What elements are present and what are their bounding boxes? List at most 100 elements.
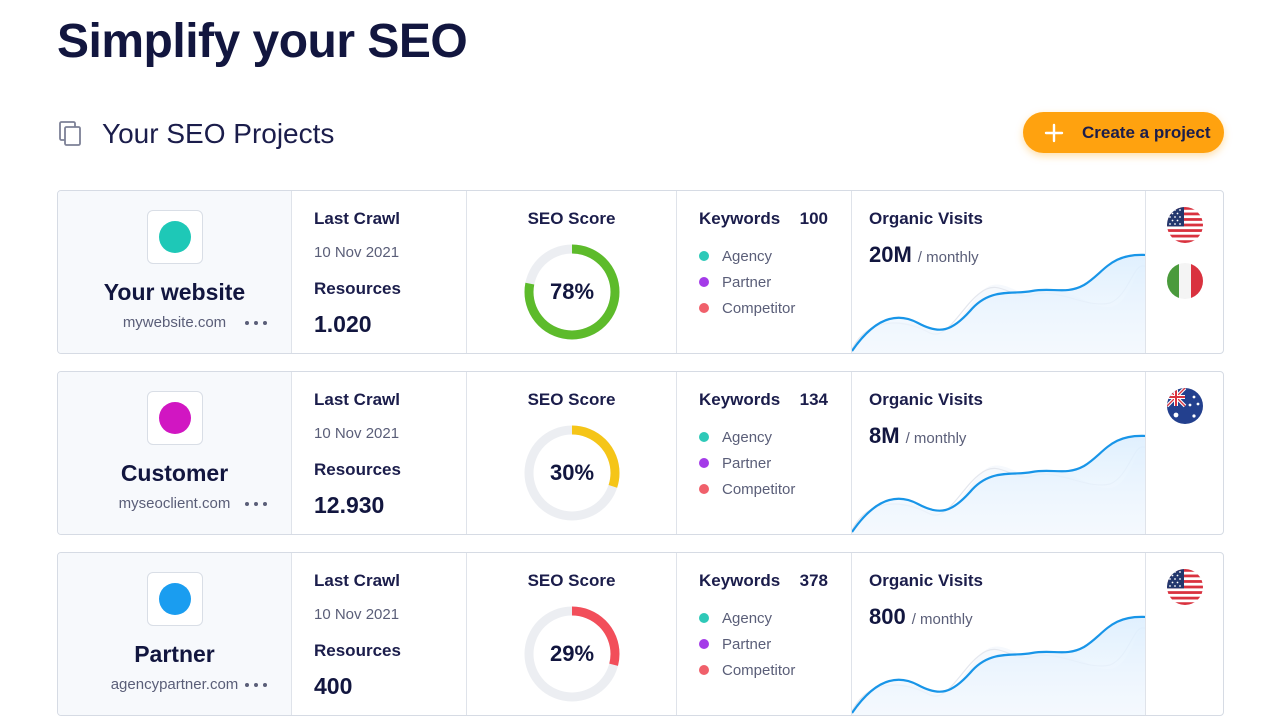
organic-visits-label: Organic Visits <box>869 209 984 228</box>
seo-score-label: SEO Score <box>527 209 616 228</box>
organic-visits-value: 20M <box>869 242 912 267</box>
organic-visits-label: Organic Visits <box>869 390 984 409</box>
country-flags-cell <box>1146 553 1223 715</box>
resources-value: 400 <box>314 673 353 699</box>
project-logo <box>146 210 203 264</box>
keyword-legend-dot <box>699 277 709 287</box>
keyword-legend-label: Competitor <box>722 661 796 679</box>
more-options-icon[interactable] <box>245 497 267 511</box>
keyword-legend-dot <box>699 432 709 442</box>
project-logo-dot <box>158 402 191 434</box>
section-title: Your SEO Projects <box>102 118 335 149</box>
keywords-cell: Keywords 134 Agency Partner Competitor <box>677 372 852 534</box>
seo-score-value: 29% <box>549 641 595 666</box>
keyword-legend-item: Competitor <box>699 476 795 502</box>
organic-visits-unit: / monthly <box>917 249 979 266</box>
keyword-legend-label: Partner <box>722 454 772 472</box>
keyword-legend-item: Partner <box>699 631 795 657</box>
keyword-legend-item: Competitor <box>699 295 795 321</box>
more-options-icon[interactable] <box>245 678 267 692</box>
seo-score-value: 30% <box>549 460 595 485</box>
create-project-label: Create a project <box>1082 122 1211 142</box>
project-logo <box>146 391 203 445</box>
keyword-legend: Agency Partner Competitor <box>699 243 795 321</box>
project-logo-dot <box>158 583 191 615</box>
keywords-count: 134 <box>799 390 828 409</box>
last-crawl-label: Last Crawl <box>314 571 400 590</box>
italy-flag-icon[interactable] <box>1167 263 1203 299</box>
organic-visits-sparkline <box>852 434 1145 534</box>
crawl-cell: Last Crawl 10 Nov 2021 Resources 400 <box>292 553 467 715</box>
keyword-legend-label: Partner <box>722 635 772 653</box>
keyword-legend-dot <box>699 639 709 649</box>
keyword-legend-item: Partner <box>699 269 795 295</box>
last-crawl-date: 10 Nov 2021 <box>314 244 400 261</box>
us-flag-icon[interactable] <box>1167 569 1203 605</box>
seo-score-cell: SEO Score 78% <box>467 191 677 353</box>
keyword-legend-label: Agency <box>722 609 773 627</box>
keyword-legend-label: Competitor <box>722 480 796 498</box>
more-options-icon[interactable] <box>245 316 267 330</box>
keyword-legend-label: Agency <box>722 428 773 446</box>
organic-visits-cell: Organic Visits 8M / monthly <box>852 372 1146 534</box>
project-site-cell[interactable]: Your website mywebsite.com <box>58 191 292 353</box>
keyword-legend: Agency Partner Competitor <box>699 424 795 502</box>
project-card[interactable]: Your website mywebsite.com Last Crawl 10… <box>57 190 1224 354</box>
keywords-count: 378 <box>799 571 828 590</box>
organic-visits-sparkline <box>852 615 1145 715</box>
keyword-legend-dot <box>699 251 709 261</box>
create-project-button[interactable]: Create a project <box>1023 112 1224 153</box>
project-logo-dot <box>158 221 191 253</box>
project-site-cell[interactable]: Customer myseoclient.com <box>58 372 292 534</box>
organic-visits-value: 8M <box>869 423 900 448</box>
keyword-legend-item: Agency <box>699 424 795 450</box>
seo-score-label: SEO Score <box>527 390 616 409</box>
project-card[interactable]: Partner agencypartner.com Last Crawl 10 … <box>57 552 1224 716</box>
organic-visits-label: Organic Visits <box>869 571 984 590</box>
section-header: Your SEO Projects <box>58 116 334 152</box>
crawl-cell: Last Crawl 10 Nov 2021 Resources 12.930 <box>292 372 467 534</box>
organic-visits-unit: / monthly <box>911 611 973 628</box>
page-title: Simplify your SEO <box>57 15 468 68</box>
organic-visits-unit: / monthly <box>905 430 967 447</box>
project-card[interactable]: Customer myseoclient.com Last Crawl 10 N… <box>57 371 1224 535</box>
resources-label: Resources <box>314 460 401 479</box>
resources-value: 1.020 <box>314 311 372 337</box>
project-site-cell[interactable]: Partner agencypartner.com <box>58 553 292 715</box>
crawl-cell: Last Crawl 10 Nov 2021 Resources 1.020 <box>292 191 467 353</box>
project-url: myseoclient.com <box>118 495 231 512</box>
project-logo <box>146 572 203 626</box>
seo-score-cell: SEO Score 29% <box>467 553 677 715</box>
keyword-legend: Agency Partner Competitor <box>699 605 795 683</box>
last-crawl-date: 10 Nov 2021 <box>314 425 400 442</box>
resources-label: Resources <box>314 279 401 298</box>
copy-icon <box>58 120 84 148</box>
resources-value: 12.930 <box>314 492 385 518</box>
keyword-legend-item: Agency <box>699 605 795 631</box>
organic-visits-cell: Organic Visits 20M / monthly <box>852 191 1146 353</box>
seo-score-label: SEO Score <box>527 571 616 590</box>
keyword-legend-label: Agency <box>722 247 773 265</box>
us-flag-icon[interactable] <box>1167 207 1203 243</box>
project-name: Partner <box>134 641 215 667</box>
last-crawl-date: 10 Nov 2021 <box>314 606 400 623</box>
keywords-cell: Keywords 100 Agency Partner Competitor <box>677 191 852 353</box>
seo-score-donut <box>524 606 620 702</box>
keywords-label: Keywords <box>699 571 781 590</box>
seo-score-donut <box>524 425 620 521</box>
project-name: Customer <box>120 460 229 486</box>
seo-score-cell: SEO Score 30% <box>467 372 677 534</box>
keyword-legend-item: Partner <box>699 450 795 476</box>
keyword-legend-dot <box>699 303 709 313</box>
organic-visits-value: 800 <box>869 604 906 629</box>
seo-score-value: 78% <box>549 279 595 304</box>
last-crawl-label: Last Crawl <box>314 209 400 228</box>
australia-flag-icon[interactable] <box>1167 388 1203 424</box>
seo-score-arc <box>524 244 620 340</box>
keyword-legend-dot <box>699 665 709 675</box>
keyword-legend-item: Competitor <box>699 657 795 683</box>
project-url: agencypartner.com <box>110 676 239 693</box>
organic-visits-sparkline <box>852 253 1145 353</box>
keyword-legend-label: Competitor <box>722 299 796 317</box>
project-url: mywebsite.com <box>122 314 227 331</box>
